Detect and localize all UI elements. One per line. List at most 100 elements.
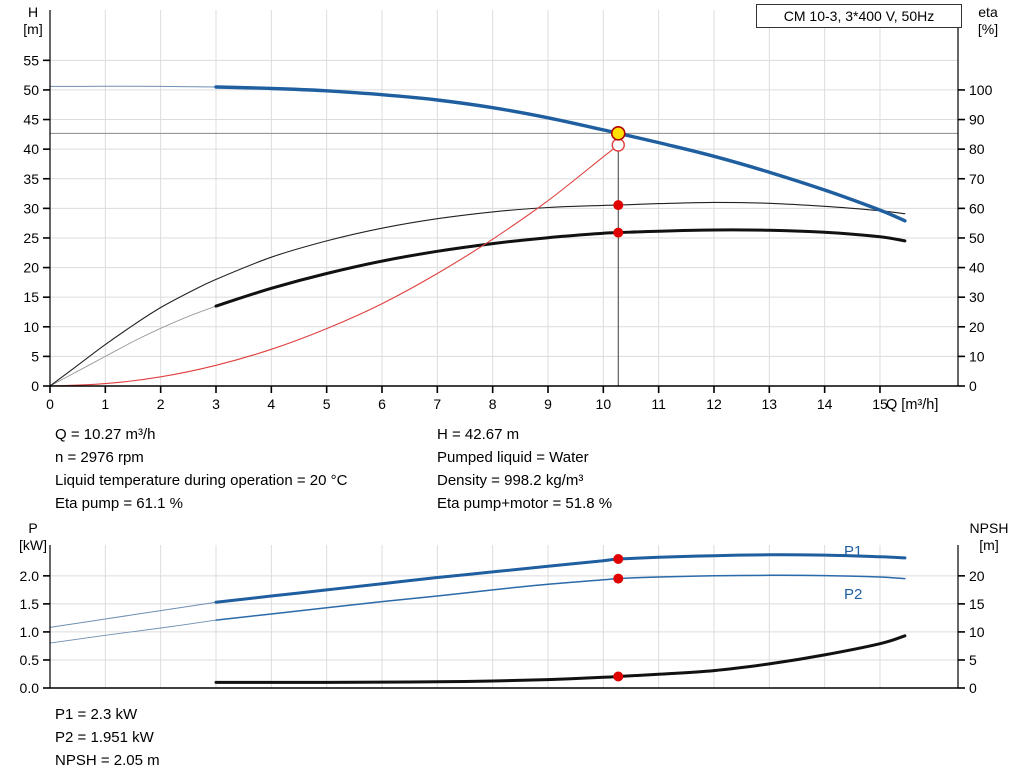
y-right-tick-label: 90: [969, 112, 985, 128]
y-left-tick-label: 0: [31, 378, 39, 394]
q-axis-label: Q [m³/h]: [886, 397, 939, 413]
y-right-tick-label: 40: [969, 260, 985, 276]
x-tick-label: 9: [544, 396, 552, 412]
y-right-tick-label: 100: [969, 82, 993, 98]
y-left-tick-label: 55: [23, 52, 39, 68]
duty-info-right: H = 42.67 m Pumped liquid = Water Densit…: [437, 423, 612, 515]
info-line-density: Density = 998.2 kg/m³: [437, 472, 584, 489]
eta-pump-curve: [49, 201, 906, 387]
p1-duty-dot: [613, 554, 624, 565]
eta-axis-label-line1: eta: [978, 4, 998, 20]
npsh-axis-label-line1: NPSH: [969, 520, 1009, 536]
eta-pump-motor-extension: [49, 305, 217, 387]
system-curve-intersection: [611, 138, 625, 152]
x-tick-label: 12: [706, 396, 722, 412]
eta-pump-motor-duty-dot: [613, 227, 624, 238]
system-curve: [49, 144, 619, 387]
y-right-tick-label: 20: [969, 568, 985, 584]
y-left-tick-label: 30: [23, 200, 39, 216]
npsh-curve: [214, 634, 907, 684]
x-tick-label: 6: [378, 396, 386, 412]
pump-model-box: CM 10-3, 3*400 V, 50Hz: [756, 4, 962, 28]
info-line-speed: n = 2976 rpm: [55, 449, 144, 466]
y-left-tick-label: 2.0: [20, 568, 40, 584]
series-label-p1: P1: [844, 543, 862, 560]
eta-axis-label: eta [%]: [964, 4, 1012, 38]
y-left-tick-label: 35: [23, 171, 39, 187]
y-right-tick-label: 15: [969, 596, 985, 612]
power-info: P1 = 2.3 kW P2 = 1.951 kW NPSH = 2.05 m: [55, 703, 160, 772]
y-left-tick-label: 15: [23, 289, 39, 305]
npsh-axis-label-line2: [m]: [979, 537, 999, 553]
p1-curve: [214, 553, 907, 604]
y-left-tick-label: 25: [23, 230, 39, 246]
x-tick-label: 2: [157, 396, 165, 412]
info-line-npsh: NPSH = 2.05 m: [55, 752, 160, 769]
x-tick-label: 1: [101, 396, 109, 412]
p2-curve: [215, 574, 906, 621]
eta-axis-label-line2: [%]: [977, 21, 999, 37]
x-tick-label: 15: [872, 396, 888, 412]
y-right-tick-label: 5: [969, 652, 977, 668]
power-npsh-chart: 0.0 0.5 1.0 1.5 2.0 0 5 10 15 20 P1 P2: [20, 543, 985, 696]
y-right-tick-label: 50: [969, 230, 985, 246]
y-right-tick-label: 0: [969, 378, 977, 394]
p-axis-label-line2: [kW]: [19, 537, 47, 553]
y-left-tick-label: 40: [23, 141, 39, 157]
duty-point[interactable]: [610, 126, 626, 141]
info-line-liquid: Pumped liquid = Water: [437, 449, 589, 466]
y-right-tick-label: 60: [969, 200, 985, 216]
qh-curve-extension: [49, 85, 217, 88]
x-tick-label: 4: [267, 396, 275, 412]
duty-info-left: Q = 10.27 m³/h n = 2976 rpm Liquid tempe…: [55, 423, 347, 515]
npsh-duty-dot: [613, 671, 624, 682]
y-right-tick-label: 0: [969, 680, 977, 696]
y-left-tick-label: 5: [31, 348, 39, 364]
p2-extension: [49, 619, 217, 644]
h-axis-label-line1: H: [27, 4, 39, 20]
y-right-tick-label: 10: [969, 348, 985, 364]
x-tick-label: 11: [651, 396, 666, 412]
x-tick-label: 14: [817, 396, 833, 412]
y-left-tick-label: 10: [23, 319, 39, 335]
p1-extension: [49, 601, 217, 628]
info-line-p1: P1 = 2.3 kW: [55, 706, 138, 723]
y-left-tick-label: 1.5: [20, 596, 40, 612]
y-right-tick-label: 20: [969, 319, 985, 335]
hq-eta-chart: 0510152025303540455055010203040506070809…: [23, 10, 993, 412]
h-axis-label: H [m]: [12, 4, 54, 38]
y-left-tick-label: 0.0: [20, 680, 40, 696]
y-left-tick-label: 45: [23, 112, 39, 128]
x-tick-label: 7: [433, 396, 441, 412]
x-tick-label: 0: [46, 396, 54, 412]
p-axis-label-line1: P: [28, 520, 38, 536]
info-line-p2: P2 = 1.951 kW: [55, 729, 154, 746]
info-line-flow: Q = 10.27 m³/h: [55, 426, 156, 443]
x-tick-label: 8: [489, 396, 497, 412]
info-line-eta-pump: Eta pump = 61.1 %: [55, 495, 183, 512]
eta-pump-motor-curve: [214, 228, 907, 308]
y-left-tick-label: 20: [23, 260, 39, 276]
info-line-eta-pump-motor: Eta pump+motor = 51.8 %: [437, 495, 613, 512]
y-left-tick-label: 50: [23, 82, 39, 98]
y-right-tick-label: 70: [969, 171, 985, 187]
x-tick-label: 3: [212, 396, 220, 412]
y-left-tick-label: 1.0: [20, 624, 40, 640]
p-axis-label: P [kW]: [12, 520, 54, 554]
y-right-tick-label: 80: [969, 141, 985, 157]
info-line-head: H = 42.67 m: [437, 426, 520, 443]
npsh-axis-label: NPSH [m]: [958, 520, 1020, 554]
x-tick-label: 13: [762, 396, 778, 412]
eta-pump-duty-dot: [613, 200, 624, 211]
x-tick-label: 10: [596, 396, 612, 412]
p2-duty-dot: [613, 573, 624, 584]
h-axis-label-line2: [m]: [23, 21, 43, 37]
series-label-p2: P2: [844, 586, 862, 603]
x-tick-label: 5: [323, 396, 331, 412]
info-line-temperature: Liquid temperature during operation = 20…: [55, 472, 348, 489]
y-right-tick-label: 10: [969, 624, 985, 640]
qh-curve: [214, 85, 907, 223]
y-right-tick-label: 30: [969, 289, 985, 305]
y-left-tick-label: 0.5: [20, 652, 40, 668]
